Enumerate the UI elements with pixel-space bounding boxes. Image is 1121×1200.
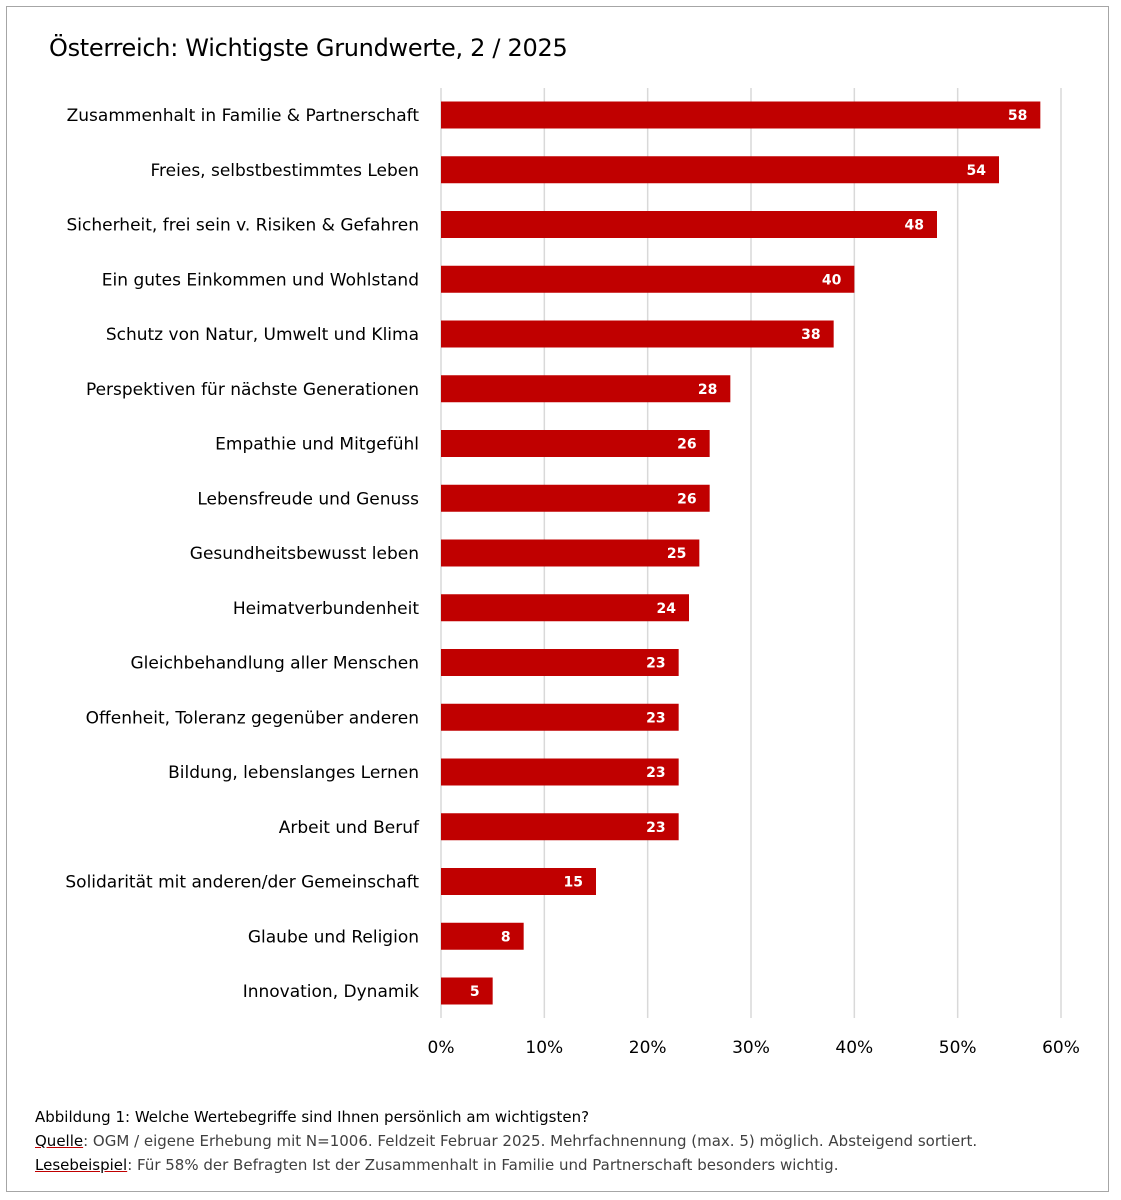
- data-label: 28: [698, 382, 717, 398]
- x-tick-label: 0%: [428, 1038, 455, 1058]
- data-label: 23: [646, 710, 665, 726]
- bar: [441, 977, 493, 1005]
- category-label: Lebensfreude und Genuss: [197, 489, 419, 509]
- x-tick-label: 60%: [1042, 1038, 1080, 1058]
- reading-example-note: Lesebeispiel: Für 58% der Befragten Ist …: [35, 1153, 977, 1177]
- bar: [441, 703, 679, 731]
- bar: [441, 156, 999, 184]
- data-label: 15: [564, 875, 583, 891]
- reading-example-key: Lesebeispiel: [35, 1156, 128, 1174]
- category-label: Ein gutes Einkommen und Wohlstand: [102, 270, 419, 290]
- data-label: 54: [967, 163, 987, 179]
- bar: [441, 868, 596, 895]
- category-label: Freies, selbstbestimmtes Leben: [151, 161, 419, 181]
- source-note: Quelle: OGM / eigene Erhebung mit N=1006…: [35, 1129, 977, 1153]
- x-tick-label: 40%: [835, 1038, 873, 1058]
- x-tick-label: 50%: [939, 1038, 977, 1058]
- category-label: Sicherheit, frei sein v. Risiken & Gefah…: [67, 216, 419, 236]
- bar: [441, 101, 1041, 129]
- category-label: Schutz von Natur, Umwelt und Klima: [106, 325, 419, 345]
- data-label: 48: [905, 218, 924, 234]
- data-label: 23: [646, 656, 665, 672]
- bar: [441, 813, 679, 841]
- source-text: : OGM / eigene Erhebung mit N=1006. Feld…: [83, 1132, 978, 1150]
- data-label: 38: [801, 327, 820, 343]
- bar: [441, 649, 679, 676]
- bar: [441, 594, 689, 622]
- bar: [441, 922, 524, 950]
- bar: [441, 484, 710, 512]
- chart-notes: Abbildung 1: Welche Wertebegriffe sind I…: [35, 1105, 977, 1177]
- category-label: Gleichbehandlung aller Menschen: [130, 654, 419, 674]
- data-label: 23: [646, 765, 665, 781]
- x-tick-label: 10%: [525, 1038, 563, 1058]
- bar: [441, 430, 710, 457]
- data-label: 8: [501, 929, 511, 945]
- reading-example-text: : Für 58% der Befragten Ist der Zusammen…: [127, 1156, 839, 1174]
- category-label: Solidarität mit anderen/der Gemeinschaft: [65, 873, 419, 893]
- bar: [441, 265, 855, 293]
- data-label: 26: [677, 437, 696, 453]
- category-label: Glaube und Religion: [248, 927, 419, 947]
- chart-title: Österreich: Wichtigste Grundwerte, 2 / 2…: [49, 34, 568, 62]
- bar: [441, 320, 834, 348]
- bar: [441, 375, 731, 403]
- category-label: Bildung, lebenslanges Lernen: [168, 763, 419, 783]
- data-label: 58: [1008, 108, 1027, 124]
- data-label: 23: [646, 820, 665, 836]
- category-label: Perspektiven für nächste Generationen: [86, 380, 419, 400]
- data-label: 5: [470, 984, 480, 1000]
- category-label: Arbeit und Beruf: [279, 818, 420, 838]
- source-key: Quelle: [35, 1132, 84, 1150]
- bar-chart: 0% 10% 20% 30% 40% 50% 60% Zusammenhalt in Fami…: [65, 88, 1080, 1058]
- category-label: Offenheit, Toleranz gegenüber anderen: [86, 708, 419, 728]
- category-label: Heimatverbundenheit: [233, 599, 419, 619]
- bar: [441, 211, 937, 238]
- data-label: 40: [822, 272, 842, 288]
- data-label: 26: [677, 491, 696, 507]
- category-label: Gesundheitsbewusst leben: [190, 544, 419, 564]
- category-label: Innovation, Dynamik: [243, 982, 419, 1002]
- data-label: 24: [657, 601, 677, 617]
- x-tick-label: 30%: [732, 1038, 770, 1058]
- category-label: Empathie und Mitgefühl: [215, 435, 419, 455]
- bar: [441, 539, 700, 567]
- x-tick-label: 20%: [629, 1038, 667, 1058]
- data-label: 25: [667, 546, 686, 562]
- bar: [441, 758, 679, 786]
- figure-caption: Abbildung 1: Welche Wertebegriffe sind I…: [35, 1108, 590, 1126]
- category-label: Zusammenhalt in Familie & Partnerschaft: [67, 106, 420, 126]
